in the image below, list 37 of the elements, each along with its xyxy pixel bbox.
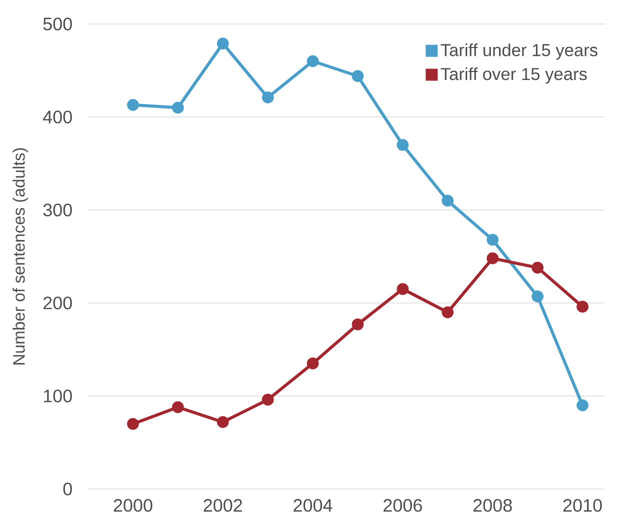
point bbox=[127, 98, 139, 111]
point bbox=[127, 418, 139, 430]
point bbox=[532, 262, 544, 274]
x-tick-label: 2002 bbox=[204, 499, 242, 512]
point bbox=[352, 318, 364, 330]
y-tick-label: 500 bbox=[43, 18, 72, 30]
legend-label: Tariff under 15 years bbox=[440, 44, 598, 60]
point bbox=[306, 358, 319, 370]
y-tick-label: 0 bbox=[63, 482, 72, 496]
point bbox=[486, 252, 499, 264]
point bbox=[442, 194, 454, 207]
point bbox=[216, 416, 229, 428]
point bbox=[352, 70, 364, 82]
x-tick-label: 2006 bbox=[384, 499, 422, 512]
y-axis-title: Number of sentences (adults) bbox=[12, 148, 28, 364]
y-tick-label: 300 bbox=[43, 204, 72, 216]
point bbox=[532, 290, 544, 302]
y-tick-label: 100 bbox=[44, 390, 72, 402]
y-tick-label: 200 bbox=[43, 296, 72, 310]
x-tick-label: 2008 bbox=[473, 499, 512, 512]
point bbox=[172, 401, 184, 414]
x-tick-label: 2004 bbox=[294, 499, 332, 512]
point bbox=[396, 283, 409, 295]
point bbox=[306, 55, 319, 68]
point bbox=[172, 102, 184, 114]
x-tick-label: 2000 bbox=[114, 499, 152, 512]
point bbox=[442, 306, 454, 318]
point bbox=[262, 394, 274, 406]
legend-label: Tariff over 15 years bbox=[440, 67, 587, 84]
point bbox=[576, 399, 588, 412]
point bbox=[486, 234, 499, 246]
point bbox=[396, 138, 409, 151]
point bbox=[262, 92, 274, 104]
point bbox=[576, 300, 588, 313]
point bbox=[216, 38, 229, 50]
x-tick-label: 2010 bbox=[563, 499, 602, 512]
y-tick-label: 400 bbox=[43, 110, 72, 124]
